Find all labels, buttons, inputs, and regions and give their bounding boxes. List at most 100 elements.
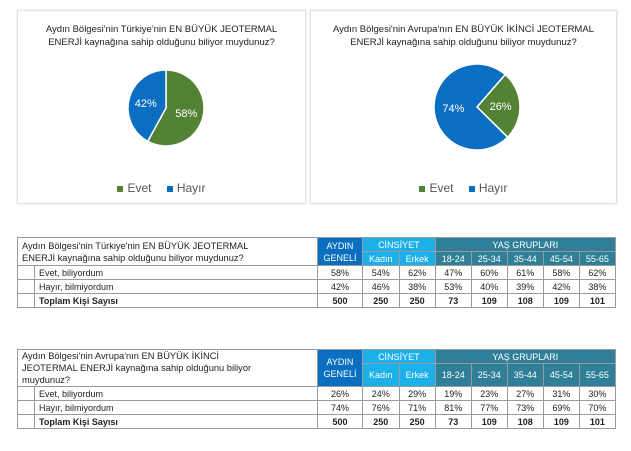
chart-title-line: Aydın Bölgesi'nin Türkiye'nin EN BÜYÜK J… — [45, 24, 278, 35]
legend-item-hayir: Hayır — [468, 181, 508, 195]
table-cell: 53% — [434, 279, 472, 294]
legend-swatch — [468, 185, 475, 192]
table-cell: 71% — [398, 400, 436, 415]
question-line: ENERJİ kaynağına sahip olduğunu biliyor … — [22, 252, 244, 263]
pie-chart-card-1: Aydın Bölgesi'nin Türkiye'nin EN BÜYÜK J… — [17, 10, 306, 204]
header-erkek: Erkek — [398, 363, 436, 387]
pie-chart-1: 58% 42% — [127, 69, 205, 147]
table-cell: 39% — [506, 279, 544, 294]
chart-legend-2: Evet Hayır — [311, 181, 616, 195]
table-row: Evet, biliyordum 58% 54% 62% 47% 60% 61% 58% 62% — [17, 265, 617, 280]
legend-swatch — [419, 185, 426, 192]
legend-item-evet: Evet — [419, 181, 454, 195]
indent-cell — [17, 400, 35, 415]
table-cell: 101 — [578, 414, 617, 429]
chart-title-line: ENERJİ kaynağına sahip olduğunu biliyor … — [48, 37, 275, 48]
pie-slice-hayir — [127, 69, 167, 143]
table-row: Toplam Kişi Sayısı 500 250 250 73 109 108 109 10… — [17, 414, 617, 429]
table-row: Hayır, bilmiyordum 42% 46% 38% 53% 40% 39% 42% 3… — [17, 279, 617, 294]
table-cell: 77% — [470, 400, 508, 415]
table-cell: 54% — [361, 265, 400, 280]
header-age: 45-54 — [542, 251, 580, 266]
chart-legend-1: Evet Hayır — [18, 181, 305, 195]
table-cell: 42% — [542, 279, 580, 294]
table-cell: 73% — [506, 400, 544, 415]
table-cell: 27% — [506, 386, 544, 401]
table-question: Aydın Bölgesi'nin Avrupa'nın EN BÜYÜK İK… — [17, 349, 318, 387]
table-cell: 500 — [316, 293, 363, 308]
table-cell: 101 — [578, 293, 617, 308]
header-erkek: Erkek — [398, 251, 436, 266]
question-line: JEOTERMAL ENERJİ kaynağına sahip olduğun… — [22, 363, 252, 373]
table-cell: 58% — [542, 265, 580, 280]
pie-chart-2: 26% 74% — [433, 63, 521, 151]
question-line: Aydın Bölgesi'nin Türkiye'nin EN BÜYÜK J… — [22, 240, 249, 251]
table-cell: 81% — [434, 400, 472, 415]
table-cell: 74% — [316, 400, 363, 415]
table-cell: 250 — [398, 414, 436, 429]
header-age: 35-44 — [506, 251, 544, 266]
table-cell: 46% — [361, 279, 400, 294]
table-row: Hayır, bilmiyordum 74% 76% 71% 81% 77% 73% 69% 7… — [17, 400, 617, 415]
table-cell: 26% — [316, 386, 363, 401]
pie-chart-card-2: Aydın Bölgesi'nin Avrupa'nın EN BÜYÜK İK… — [310, 10, 617, 204]
table-cell: 31% — [542, 386, 580, 401]
chart-title-line: ENERJİ kaynağına sahip olduğunu biliyor … — [350, 37, 577, 48]
indent-cell — [17, 414, 35, 429]
row-label: Evet, biliyordum — [34, 265, 318, 280]
table-cell: 109 — [470, 293, 508, 308]
table-cell: 38% — [578, 279, 617, 294]
header-kadin: Kadın — [361, 363, 400, 387]
header-age: 25-34 — [470, 251, 508, 266]
header-cinsiyet: CİNSİYET — [361, 348, 436, 365]
legend-swatch — [166, 185, 173, 192]
legend-item-hayir: Hayır — [166, 181, 206, 195]
chart-title-line: Aydın Bölgesi'nin Avrupa'nın EN BÜYÜK İK… — [333, 24, 594, 35]
crosstab-table-2: Aydın Bölgesi'nin Avrupa'nın EN BÜYÜK İK… — [17, 348, 617, 429]
table-cell: 29% — [398, 386, 436, 401]
table-cell: 109 — [542, 414, 580, 429]
header-yas-gruplari: YAŞ GRUPLARI — [434, 237, 617, 252]
table-cell: 30% — [578, 386, 617, 401]
table-cell: 76% — [361, 400, 400, 415]
pie-data-label: 42% — [135, 98, 157, 110]
table-cell: 19% — [434, 386, 472, 401]
header-age: 18-24 — [434, 251, 472, 266]
table-cell: 73 — [434, 293, 472, 308]
table-cell: 73 — [434, 414, 472, 429]
pie-data-label: 58% — [175, 108, 197, 120]
header-age: 45-54 — [542, 363, 580, 387]
header-age: 18-24 — [434, 363, 472, 387]
legend-label: Evet — [429, 181, 454, 195]
table-cell: 24% — [361, 386, 400, 401]
header-line: AYDIN — [326, 357, 354, 367]
pie-slice-evet — [146, 69, 205, 147]
row-label: Evet, biliyordum — [34, 386, 318, 401]
table-cell: 42% — [316, 279, 363, 294]
indent-cell — [17, 279, 35, 294]
pie-slice-evet — [475, 73, 521, 139]
table-cell: 58% — [316, 265, 363, 280]
header-cinsiyet: CİNSİYET — [361, 237, 436, 252]
chart-title-2: Aydın Bölgesi'nin Avrupa'nın EN BÜYÜK İK… — [311, 23, 616, 49]
chart-title-1: Aydın Bölgesi'nin Türkiye'nin EN BÜYÜK J… — [18, 23, 305, 49]
indent-cell — [17, 386, 35, 401]
header-aydin-geneli: AYDIN GENELİ — [316, 349, 363, 387]
legend-label: Hayır — [478, 181, 508, 195]
header-yas-gruplari: YAŞ GRUPLARI — [434, 348, 617, 365]
table-cell: 38% — [398, 279, 436, 294]
row-label: Hayır, bilmiyordum — [34, 400, 318, 415]
row-label: Toplam Kişi Sayısı — [34, 414, 318, 429]
table-cell: 69% — [542, 400, 580, 415]
table-cell: 70% — [578, 400, 617, 415]
table-cell: 109 — [542, 293, 580, 308]
table-cell: 108 — [506, 414, 544, 429]
crosstab-table-1: Aydın Bölgesi'nin Türkiye'nin EN BÜYÜK J… — [17, 237, 617, 308]
header-line: AYDIN — [326, 240, 354, 251]
legend-label: Evet — [127, 181, 152, 195]
table-cell: 47% — [434, 265, 472, 280]
pie-data-label: 74% — [442, 103, 464, 115]
header-aydin-geneli: AYDIN GENELİ — [316, 237, 363, 266]
table-cell: 40% — [470, 279, 508, 294]
legend-item-evet: Evet — [117, 181, 152, 195]
